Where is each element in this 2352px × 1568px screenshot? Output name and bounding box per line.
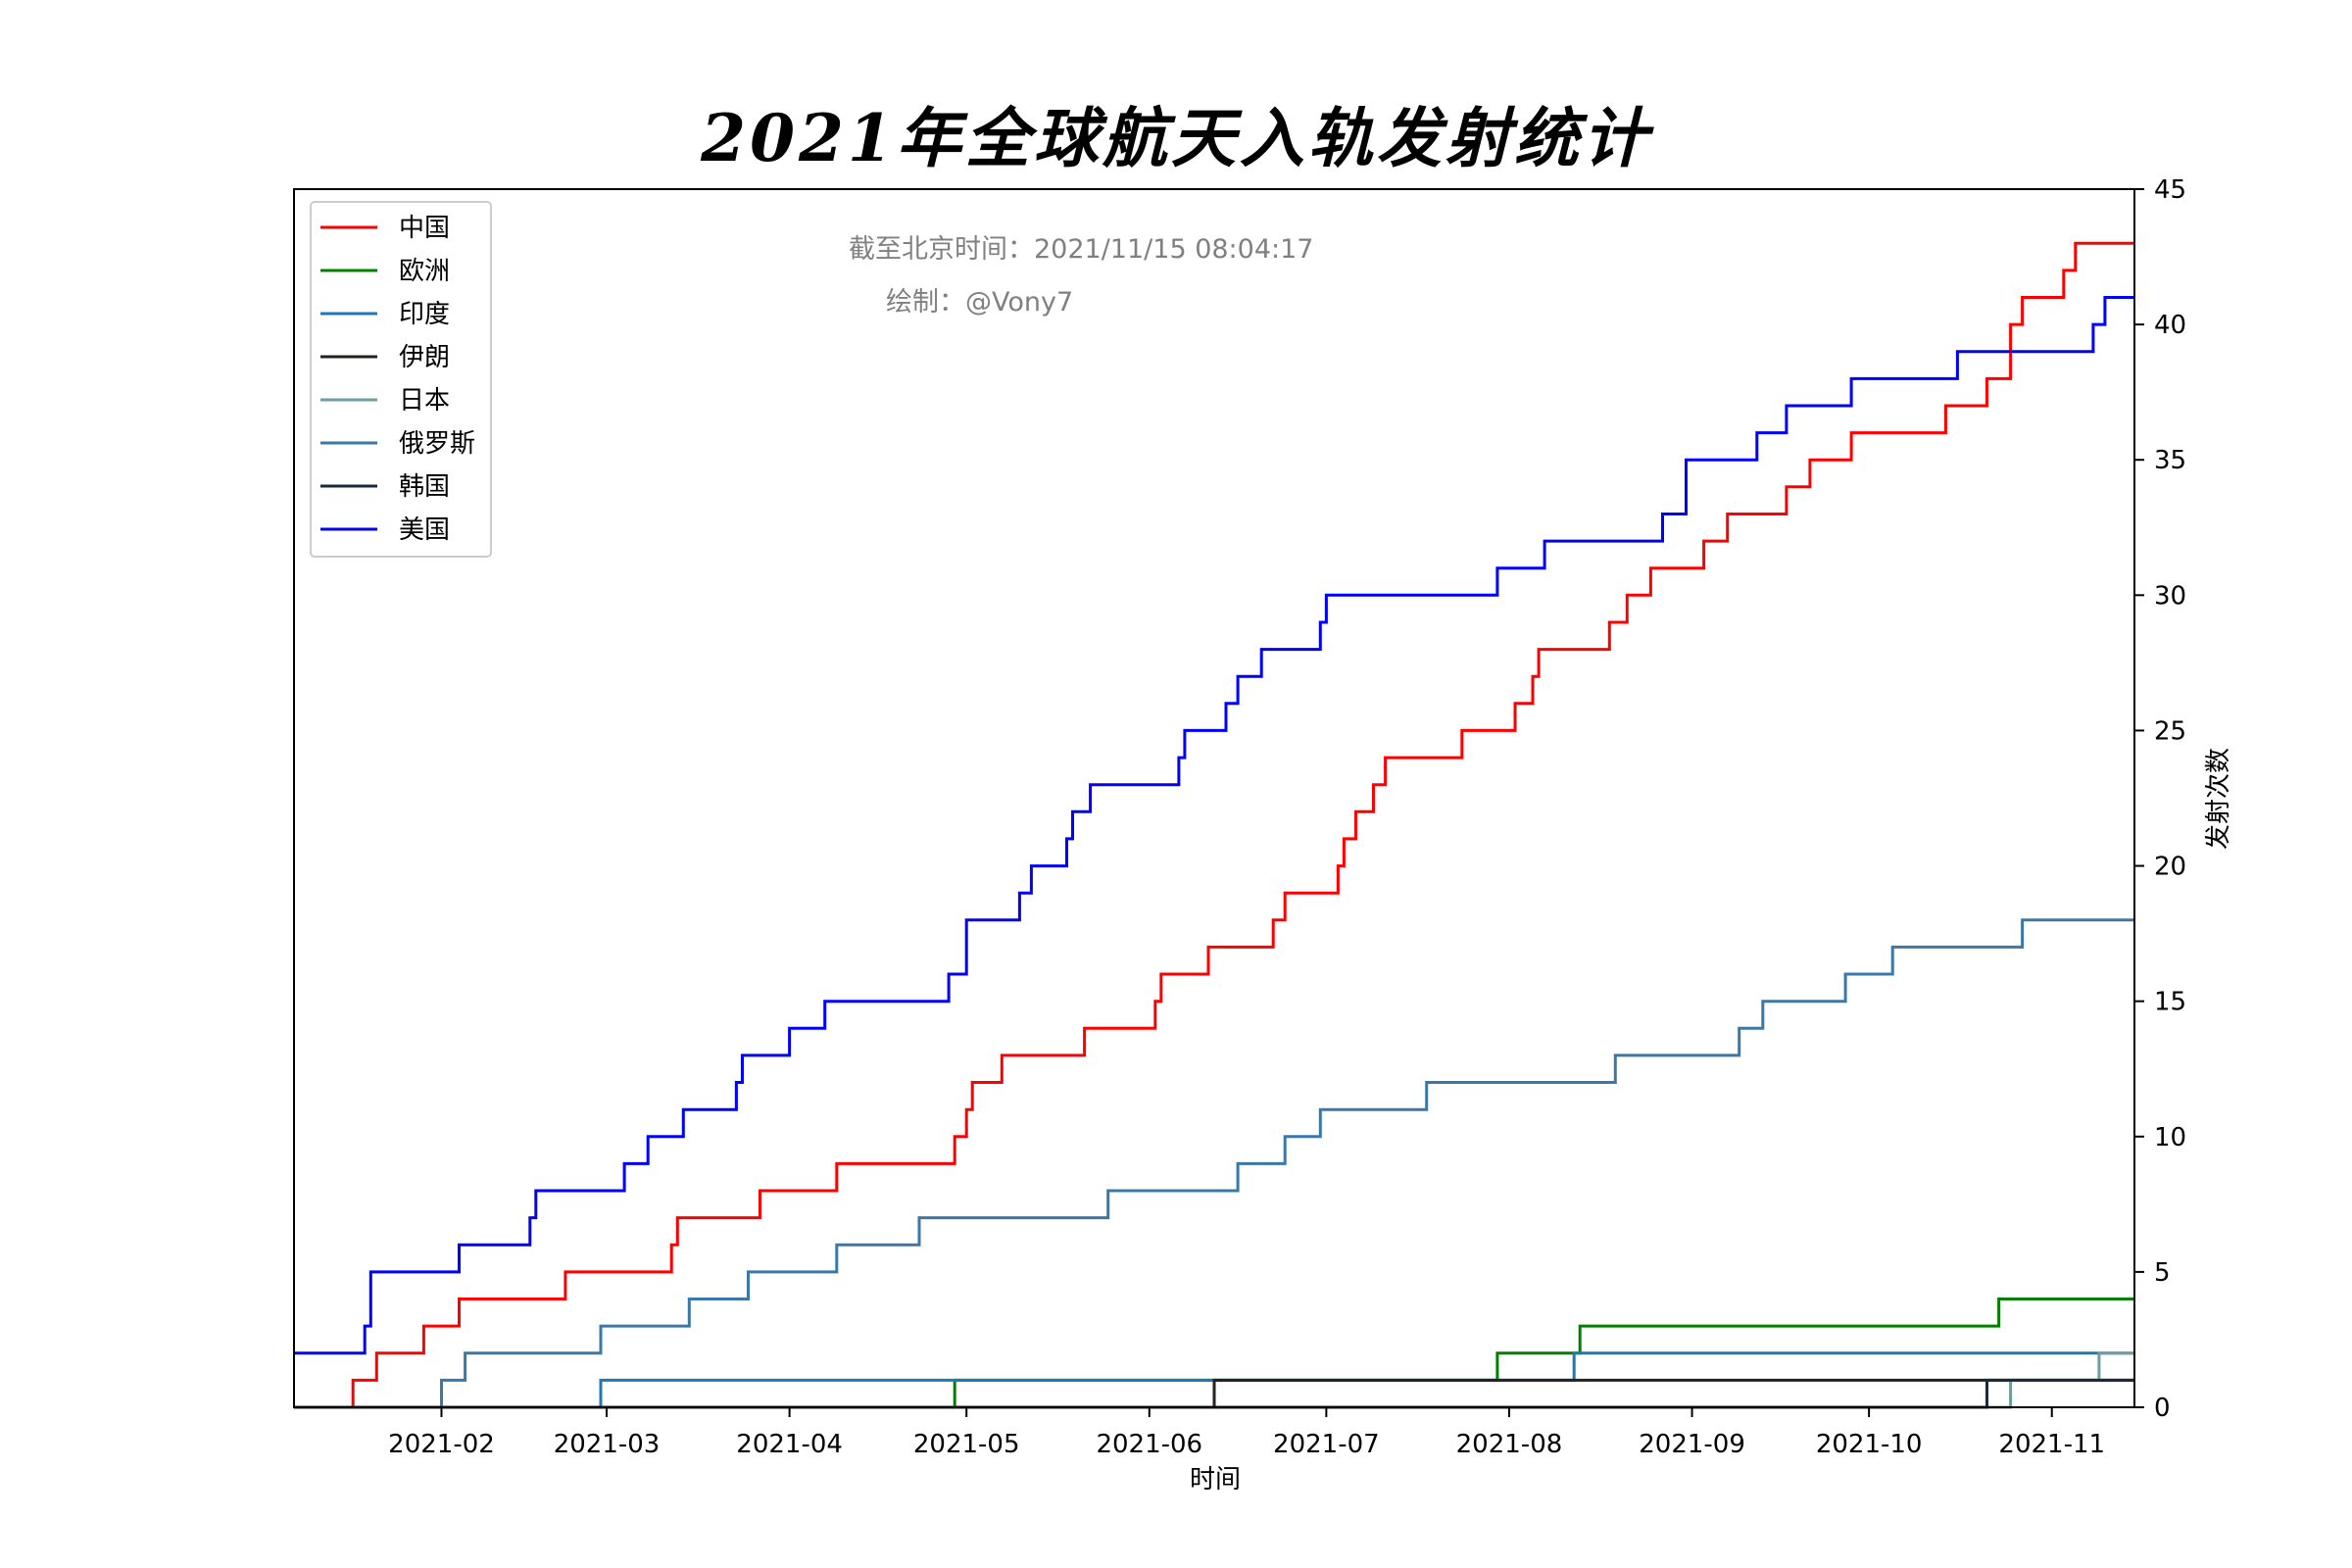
chart-title: 2021年全球航天入轨发射统计 <box>701 100 1651 176</box>
plot-area-frame <box>293 188 2135 1408</box>
x-tick-label: 2021-10 <box>1816 1430 1923 1459</box>
y-tick-label: 0 <box>2154 1394 2171 1423</box>
legend-label-europe: 欧洲 <box>399 257 450 286</box>
series-line-russia <box>294 918 2134 1409</box>
y-tick-label: 20 <box>2154 853 2186 882</box>
legend-label-usa: 美国 <box>399 515 450 545</box>
legend-label-iran: 伊朗 <box>399 343 450 372</box>
series-line-china <box>294 241 2134 1409</box>
series-line-europe <box>294 1298 2134 1409</box>
legend-label-korea: 韩国 <box>399 472 450 502</box>
legend-label-russia: 俄罗斯 <box>399 429 475 459</box>
series-line-iran <box>294 1378 2134 1409</box>
legend-label-india: 印度 <box>399 300 450 329</box>
y-tick-label: 35 <box>2154 446 2186 475</box>
legend-label-china: 中国 <box>399 214 450 243</box>
legend-label-japan: 日本 <box>399 386 450 416</box>
y-tick-label: 15 <box>2154 988 2186 1017</box>
timestamp-annotation: 截至北京时间：2021/11/15 08:04:17 <box>849 234 1313 265</box>
x-tick-label: 2021-03 <box>554 1430 661 1459</box>
author-annotation: 绘制：@Vony7 <box>886 287 1073 318</box>
x-tick-label: 2021-06 <box>1096 1430 1202 1459</box>
y-tick-label: 30 <box>2154 581 2186 611</box>
x-axis-label: 时间 <box>1190 1465 1241 1494</box>
x-tick-label: 2021-08 <box>1456 1430 1563 1459</box>
x-tick-label: 2021-11 <box>1998 1430 2105 1459</box>
y-tick-label: 10 <box>2154 1123 2186 1152</box>
x-tick-label: 2021-05 <box>913 1430 1020 1459</box>
y-axis-label: 发射次数 <box>2204 748 2233 850</box>
y-axis: 0 5 10 15 20 25 30 35 40 45 <box>2134 175 2186 1423</box>
legend-box <box>310 201 492 558</box>
y-tick-label: 45 <box>2154 175 2186 205</box>
y-tick-label: 25 <box>2154 716 2186 746</box>
y-tick-label: 5 <box>2154 1258 2171 1288</box>
x-axis: 2021-02 2021-03 2021-04 2021-05 2021-06 2021-… <box>388 1407 2105 1459</box>
series-line-usa <box>294 296 2134 1355</box>
x-tick-label: 2021-09 <box>1639 1430 1745 1459</box>
x-tick-label: 2021-02 <box>388 1430 495 1459</box>
series-layer <box>294 241 2134 1409</box>
x-tick-label: 2021-07 <box>1273 1430 1380 1459</box>
y-tick-label: 40 <box>2154 311 2186 340</box>
x-tick-label: 2021-04 <box>736 1430 843 1459</box>
